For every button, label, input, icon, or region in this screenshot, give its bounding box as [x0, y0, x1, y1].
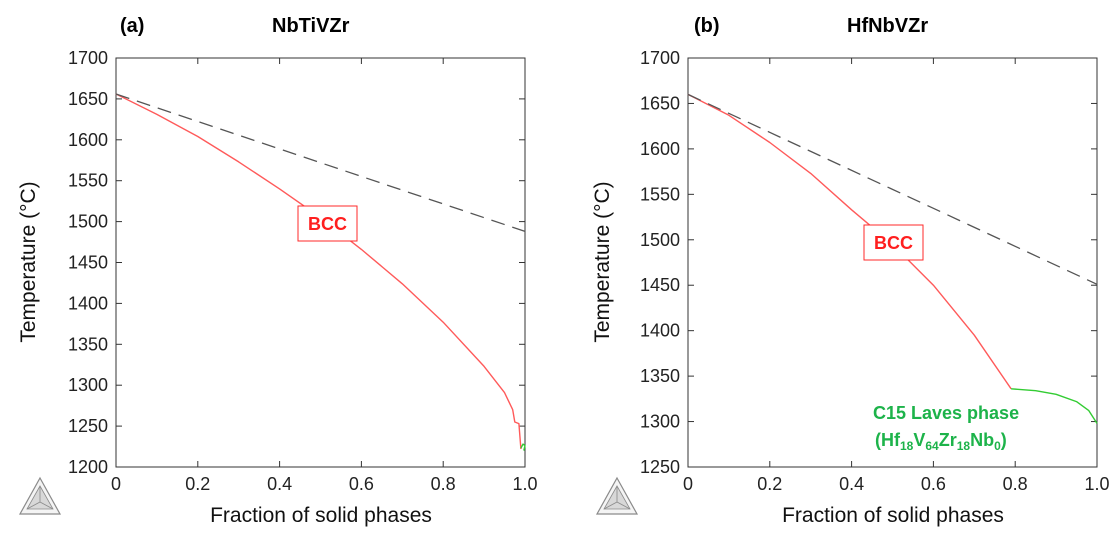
- panel-b-series: [687, 93, 1098, 424]
- y-tick-label: 1300: [68, 375, 108, 395]
- panel-a-series: [115, 93, 526, 451]
- panel-b-tag: (b): [694, 15, 720, 37]
- thermo-calc-logo-icon: [595, 476, 639, 515]
- y-tick-label: 1350: [640, 366, 680, 386]
- x-tick-label: 1.0: [1084, 474, 1109, 494]
- panel-a-tag: (a): [120, 15, 144, 37]
- panel-a-y-axis-label: Temperature (°C): [17, 181, 40, 342]
- dashed-series-line: [687, 93, 1098, 285]
- x-tick-label: 0.6: [349, 474, 374, 494]
- y-tick-label: 1700: [640, 48, 680, 68]
- x-tick-label: 1.0: [512, 474, 537, 494]
- panel-b-bcc-label: BCC: [874, 233, 913, 253]
- x-tick-label: 0.2: [185, 474, 210, 494]
- y-tick-label: 1500: [68, 212, 108, 232]
- series-line: [1011, 388, 1098, 424]
- y-tick-label: 1450: [68, 253, 108, 273]
- panel-b-x-axis-label: Fraction of solid phases: [782, 504, 1004, 527]
- panel-a-bcc-box: [297, 205, 358, 242]
- y-tick-label: 1250: [640, 457, 680, 477]
- y-tick-label: 1550: [68, 171, 108, 191]
- thermo-calc-logo-icon: [18, 476, 62, 515]
- x-tick-label: 0.8: [1003, 474, 1028, 494]
- y-tick-label: 1400: [640, 321, 680, 341]
- y-tick-label: 1600: [640, 139, 680, 159]
- x-tick-label: 0.4: [267, 474, 292, 494]
- series-line: [520, 443, 526, 451]
- x-tick-label: 0.8: [431, 474, 456, 494]
- panel-a-x-ticks: 0 0.2 0.4 0.6 0.8 1.0: [111, 58, 538, 494]
- panel-b-bcc-box: [863, 224, 924, 261]
- panel-a-plot-frame: [115, 57, 526, 468]
- panel-b-bcc-annotation: BCC: [863, 224, 924, 261]
- panel-b-c15-annotation: C15 Laves phase (Hf18V64Zr18Nb0): [873, 403, 1019, 453]
- series-line: [115, 93, 522, 450]
- y-tick-label: 1650: [640, 93, 680, 113]
- panel-b-c15-label: C15 Laves phase: [873, 403, 1019, 423]
- y-tick-label: 1400: [68, 293, 108, 313]
- y-tick-label: 1500: [640, 230, 680, 250]
- x-tick-label: 0: [683, 474, 693, 494]
- panel-b-y-ticks: 1250 1300 1350 1400 1450 1500 1550 1600 1650 1700: [640, 48, 1097, 477]
- series-line: [687, 93, 1012, 390]
- panel-a-bcc-annotation: BCC: [297, 205, 358, 242]
- y-tick-label: 1700: [68, 48, 108, 68]
- x-tick-label: 0.4: [839, 474, 864, 494]
- y-tick-label: 1350: [68, 334, 108, 354]
- y-tick-label: 1550: [640, 184, 680, 204]
- panel-b-x-ticks: 0 0.2 0.4 0.6 0.8 1.0: [683, 58, 1110, 494]
- x-tick-label: 0: [111, 474, 121, 494]
- panel-a-x-axis-label: Fraction of solid phases: [210, 504, 432, 527]
- panel-b-y-axis-label: Temperature (°C): [591, 181, 614, 342]
- y-tick-label: 1250: [68, 416, 108, 436]
- panel-a-bcc-label: BCC: [308, 214, 347, 234]
- panel-b-c15-composition: (Hf18V64Zr18Nb0): [875, 430, 1007, 453]
- x-tick-label: 0.2: [757, 474, 782, 494]
- panel-a: (a) NbTiVZr 1200 1250 1300 1350 1400 1450 1500…: [17, 15, 538, 527]
- panel-b-plot-frame: [687, 57, 1098, 468]
- y-tick-label: 1200: [68, 457, 108, 477]
- panel-a-title: NbTiVZr: [272, 15, 350, 37]
- panel-b-title: HfNbVZr: [847, 15, 928, 37]
- panel-b: (b) HfNbVZr 1250 1300 1350 1400 1450 1500 1550…: [591, 15, 1110, 527]
- x-tick-label: 0.6: [921, 474, 946, 494]
- y-tick-label: 1650: [68, 89, 108, 109]
- panel-a-y-ticks: 1200 1250 1300 1350 1400 1450 1500 1550 1600 1650…: [68, 48, 525, 477]
- y-tick-label: 1450: [640, 275, 680, 295]
- dashed-series-line: [115, 93, 526, 233]
- y-tick-label: 1600: [68, 130, 108, 150]
- y-tick-label: 1300: [640, 412, 680, 432]
